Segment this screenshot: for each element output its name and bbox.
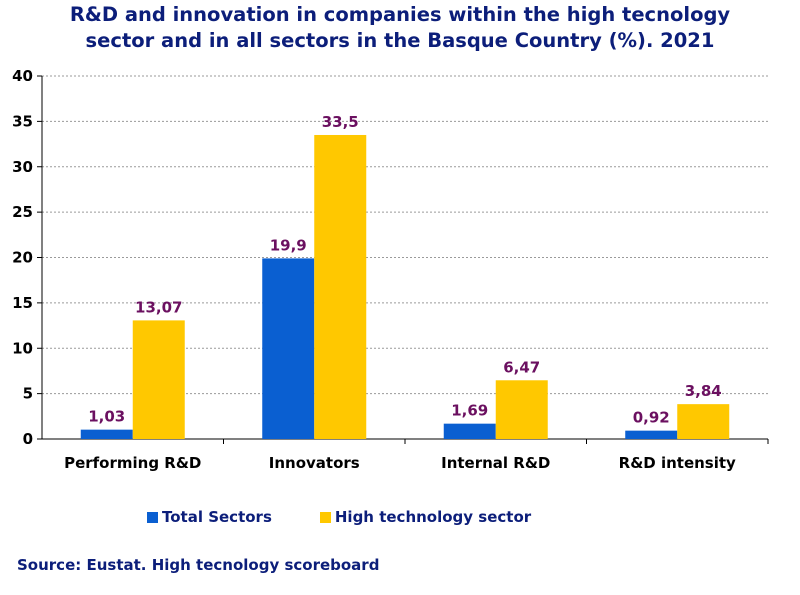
data-label-hightech-2: 6,47: [503, 358, 540, 376]
y-tick-label-35: 35: [12, 112, 33, 130]
legend-item-high-tech: High technology sector: [319, 508, 532, 526]
data-label-hightech-1: 33,5: [322, 113, 359, 131]
data-label-total-3: 0,92: [633, 409, 670, 427]
y-tick-label-15: 15: [12, 294, 33, 312]
data-label-hightech-3: 3,84: [685, 382, 722, 400]
y-tick-label-25: 25: [12, 203, 33, 221]
legend-swatch-high-tech: [319, 511, 331, 523]
bar-hightech-1: [314, 134, 367, 440]
data-label-total-1: 19,9: [270, 236, 307, 254]
bar-hightech-2: [495, 380, 548, 439]
legend-item-total-sectors: Total Sectors: [147, 508, 272, 526]
legend-label-high-tech: High technology sector: [334, 508, 532, 526]
y-tick-label-5: 5: [23, 385, 33, 403]
y-tick-label-30: 30: [12, 158, 33, 176]
chart-title-line-1: R&D and innovation in companies within t…: [69, 3, 731, 26]
x-tick-label-3: R&D intensity: [619, 454, 736, 472]
chart-title-line-2: sector and in all sectors in the Basque …: [85, 29, 715, 52]
bar-hightech-3: [677, 404, 730, 439]
data-label-total-0: 1,03: [88, 408, 125, 426]
y-tick-label-40: 40: [12, 67, 33, 85]
x-tick-label-2: Internal R&D: [441, 454, 550, 472]
data-label-total-2: 1,69: [451, 402, 488, 420]
x-tick-label-0: Performing R&D: [64, 454, 201, 472]
y-tick-label-0: 0: [23, 430, 33, 448]
y-tick-label-20: 20: [12, 249, 33, 267]
source-note: Source: Eustat. High tecnology scoreboar…: [17, 556, 380, 574]
legend-swatch-total-sectors: [147, 511, 158, 523]
bar-total-3: [625, 430, 678, 439]
bar-total-2: [443, 423, 496, 439]
bar-total-1: [262, 258, 315, 439]
chart-title: R&D and innovation in companies within t…: [0, 2, 800, 54]
bar-chart: 0 5 10 15 20 25 30 35 40 1,03 13,07 Performing R&D 1…: [12, 67, 769, 472]
bar-total-0: [80, 429, 133, 439]
x-tick-label-1: Innovators: [269, 454, 360, 472]
legend: Total Sectors High technology sector: [147, 508, 579, 526]
bar-hightech-0: [132, 320, 185, 439]
y-tick-label-10: 10: [12, 339, 33, 357]
data-label-hightech-0: 13,07: [135, 298, 182, 316]
legend-label-total-sectors: Total Sectors: [162, 508, 272, 526]
